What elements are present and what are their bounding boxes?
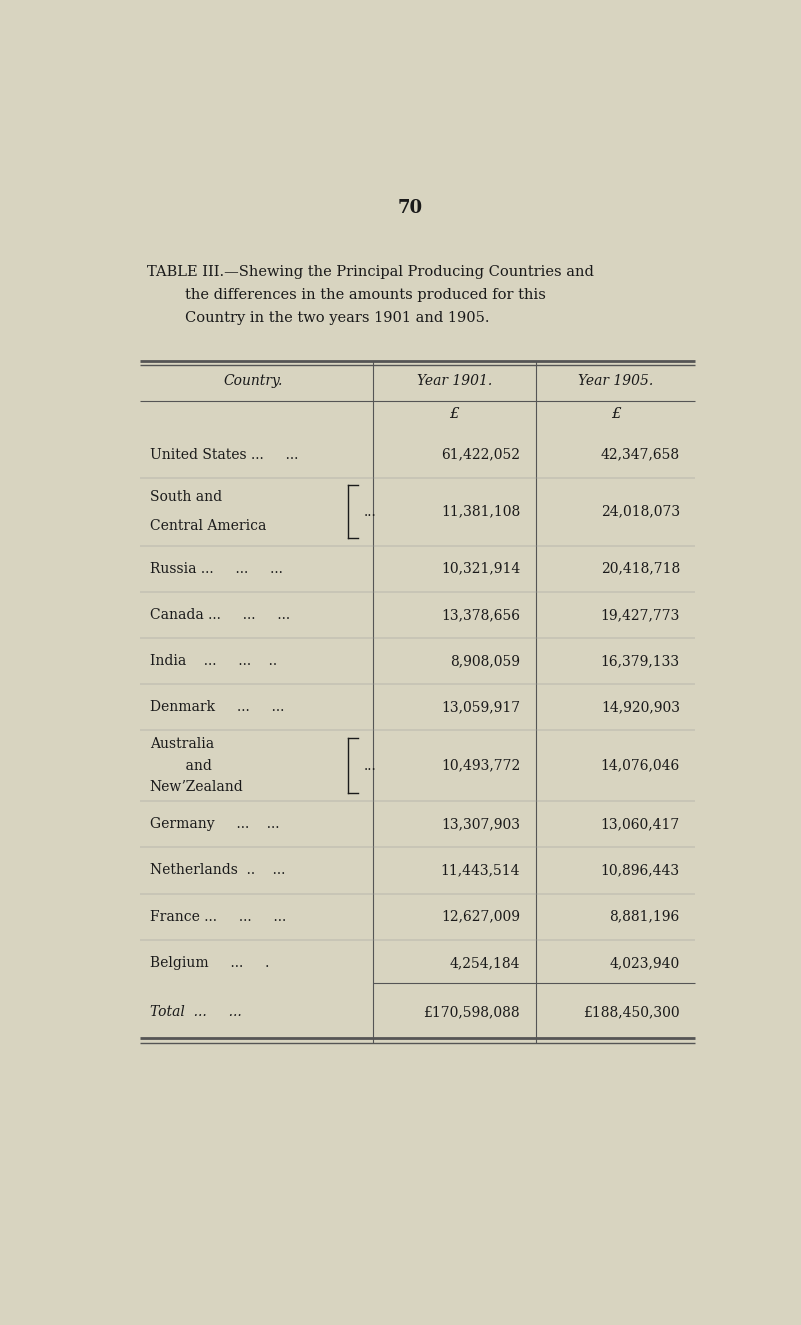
Text: Russia ...     ...     ...: Russia ... ... ... <box>150 562 283 575</box>
Text: South and: South and <box>150 490 222 504</box>
Text: £: £ <box>610 407 621 421</box>
Text: 10,896,443: 10,896,443 <box>601 864 680 877</box>
Text: Belgium     ...     .: Belgium ... . <box>150 955 269 970</box>
Text: 20,418,718: 20,418,718 <box>601 562 680 575</box>
Text: 70: 70 <box>398 199 423 217</box>
Text: ...: ... <box>364 505 376 518</box>
Text: £188,450,300: £188,450,300 <box>583 1006 680 1019</box>
Text: 10,321,914: 10,321,914 <box>441 562 520 575</box>
Text: 16,379,133: 16,379,133 <box>601 655 680 668</box>
Text: 4,023,940: 4,023,940 <box>610 955 680 970</box>
Text: 8,881,196: 8,881,196 <box>610 910 680 924</box>
Text: 13,059,917: 13,059,917 <box>441 700 520 714</box>
Text: the differences in the amounts produced for this: the differences in the amounts produced … <box>185 289 546 302</box>
Text: Netherlands  ..    ...: Netherlands .. ... <box>150 864 285 877</box>
Text: Year 1905.: Year 1905. <box>578 374 653 388</box>
Text: Denmark     ...     ...: Denmark ... ... <box>150 700 284 714</box>
Text: £: £ <box>449 407 459 421</box>
Text: Germany     ...    ...: Germany ... ... <box>150 818 280 831</box>
Text: 61,422,052: 61,422,052 <box>441 448 520 461</box>
Text: £170,598,088: £170,598,088 <box>424 1006 520 1019</box>
Text: 11,443,514: 11,443,514 <box>441 864 520 877</box>
Text: 42,347,658: 42,347,658 <box>601 448 680 461</box>
Text: Country.: Country. <box>223 374 283 388</box>
Text: TABLE III.—Shewing the Principal Producing Countries and: TABLE III.—Shewing the Principal Produci… <box>147 265 594 280</box>
Text: 12,627,009: 12,627,009 <box>441 910 520 924</box>
Text: 14,920,903: 14,920,903 <box>601 700 680 714</box>
Text: NewʼZealand: NewʼZealand <box>150 780 244 794</box>
Text: India    ...     ...    ..: India ... ... .. <box>150 655 277 668</box>
Text: 11,381,108: 11,381,108 <box>441 505 520 518</box>
Text: Central America: Central America <box>150 519 266 534</box>
Text: 8,908,059: 8,908,059 <box>450 655 520 668</box>
Text: 19,427,773: 19,427,773 <box>601 608 680 621</box>
Text: 24,018,073: 24,018,073 <box>601 505 680 518</box>
Text: 13,378,656: 13,378,656 <box>441 608 520 621</box>
Text: 13,307,903: 13,307,903 <box>441 818 520 831</box>
Text: France ...     ...     ...: France ... ... ... <box>150 910 286 924</box>
Text: 4,254,184: 4,254,184 <box>449 955 520 970</box>
Text: 14,076,046: 14,076,046 <box>601 759 680 772</box>
Text: 13,060,417: 13,060,417 <box>601 818 680 831</box>
Text: ...: ... <box>364 759 376 772</box>
Text: Canada ...     ...     ...: Canada ... ... ... <box>150 608 290 621</box>
Text: 10,493,772: 10,493,772 <box>441 759 520 772</box>
Text: Country in the two years 1901 and 1905.: Country in the two years 1901 and 1905. <box>185 311 490 326</box>
Text: Australia: Australia <box>150 737 214 751</box>
Text: and: and <box>167 759 211 772</box>
Text: United States ...     ...: United States ... ... <box>150 448 298 461</box>
Text: Total  ...     ...: Total ... ... <box>150 1006 241 1019</box>
Text: Year 1901.: Year 1901. <box>417 374 492 388</box>
